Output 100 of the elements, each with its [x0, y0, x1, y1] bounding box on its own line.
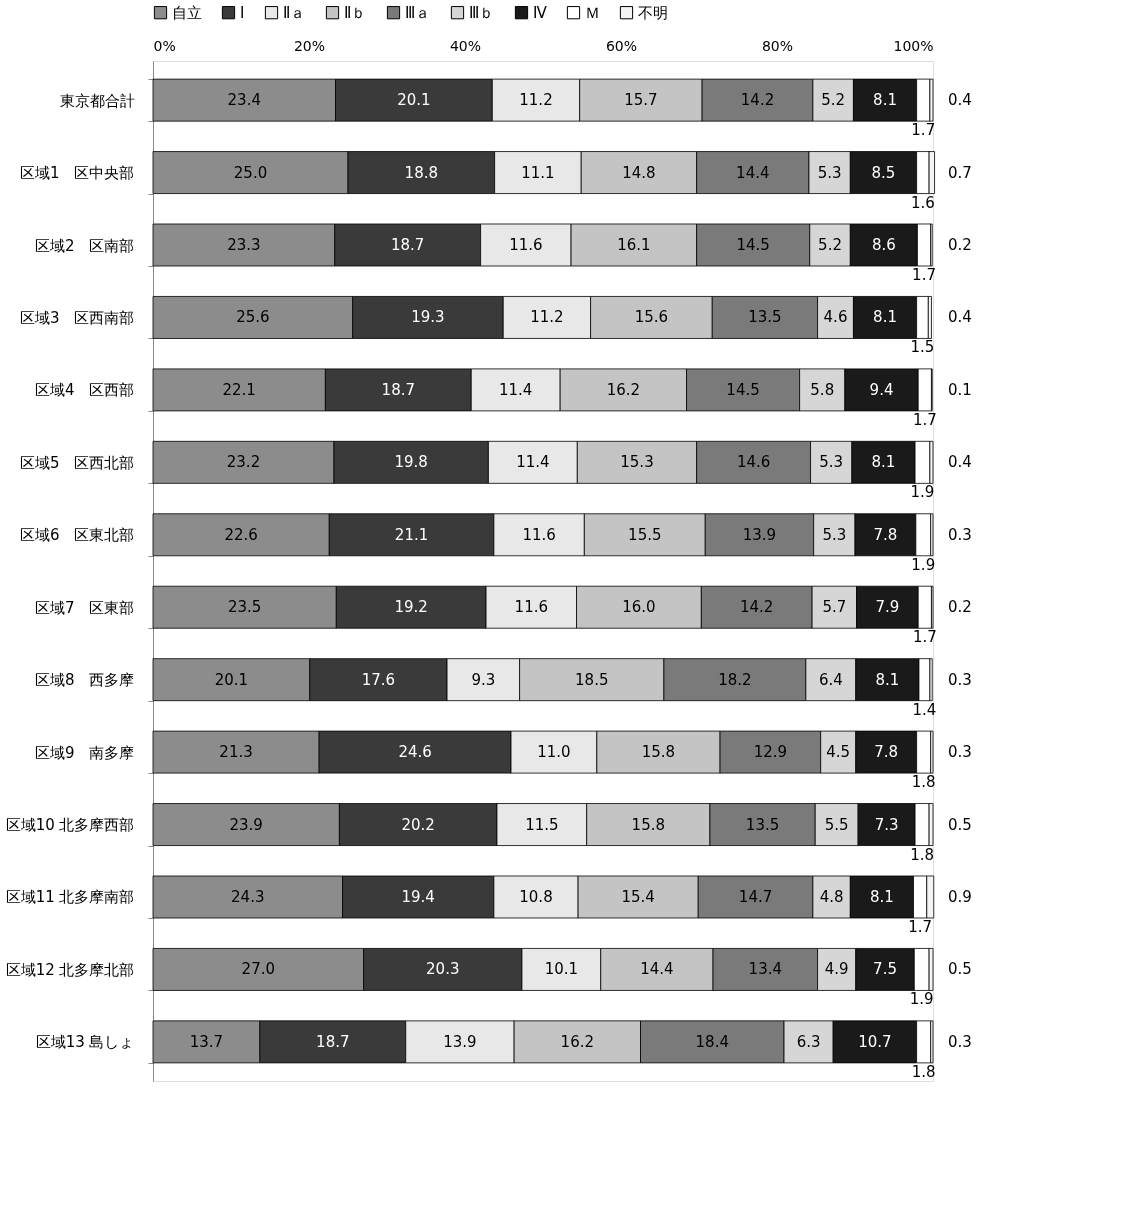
- x-tick-label: 100%: [893, 37, 934, 54]
- legend-label: Ⅳ: [533, 3, 547, 22]
- y-tick-label: 区域7 区東部: [34, 598, 135, 617]
- x-tick-label: 80%: [761, 37, 794, 54]
- data-label: 1.9: [909, 990, 934, 1009]
- data-label: 5.2: [818, 236, 842, 255]
- legend-label: 不明: [638, 3, 668, 22]
- y-tick-label: 区域8 西多摩: [34, 671, 135, 690]
- data-label: 7.5: [873, 960, 897, 979]
- data-label: 15.8: [631, 815, 665, 834]
- y-tick-label: 区域3 区西南部: [19, 308, 135, 327]
- data-label: 13.7: [189, 1032, 224, 1051]
- data-label: 1.8: [910, 845, 935, 864]
- data-label: 23.4: [227, 91, 261, 110]
- data-label: 17.6: [361, 670, 396, 689]
- data-label: 19.3: [411, 308, 445, 327]
- y-tick-label: 区域12 北多摩北部: [5, 960, 135, 979]
- data-label: 11.1: [521, 163, 555, 182]
- data-label: 20.2: [401, 815, 435, 834]
- data-label: 18.8: [404, 163, 439, 182]
- data-label: 8.6: [871, 236, 896, 255]
- data-label: 8.1: [875, 670, 900, 689]
- data-label: 13.9: [443, 1032, 477, 1051]
- legend-label: Ⅲｂ: [469, 3, 495, 22]
- data-label: 0.4: [948, 453, 972, 472]
- data-label: 15.3: [620, 453, 654, 472]
- data-label: 14.5: [736, 236, 770, 255]
- data-label: 8.5: [871, 163, 896, 182]
- data-label: 1.4: [912, 700, 937, 719]
- y-tick-label: 区域5 区西北部: [19, 453, 135, 472]
- data-label: 14.4: [640, 960, 674, 979]
- data-label: 0.4: [948, 308, 972, 327]
- data-label: 13.5: [748, 308, 782, 327]
- data-label: 1.9: [911, 555, 936, 574]
- data-label: 0.3: [948, 525, 972, 544]
- data-label: 8.1: [871, 453, 896, 472]
- data-label: 7.8: [873, 525, 898, 544]
- data-label: 8.1: [869, 887, 894, 906]
- data-label: 20.1: [397, 91, 431, 110]
- x-tick-label: 20%: [293, 37, 326, 54]
- data-label: 11.2: [530, 308, 564, 327]
- data-label: 14.8: [622, 163, 656, 182]
- data-label: 13.9: [742, 525, 777, 544]
- data-label: 25.0: [233, 163, 268, 182]
- x-tick-label: 40%: [449, 37, 482, 54]
- legend-label: Ⅱｂ: [344, 3, 367, 22]
- legend-label: Ⅱａ: [283, 3, 306, 22]
- data-label: 5.3: [822, 525, 847, 544]
- y-tick-label: 区域4 区西部: [34, 381, 135, 400]
- data-label: 16.2: [560, 1032, 595, 1051]
- data-label: 1.7: [912, 266, 936, 285]
- data-label: 13.5: [745, 815, 780, 834]
- data-label: 4.6: [823, 308, 848, 327]
- y-tick-label: 区域6 区東北部: [19, 526, 135, 545]
- data-label: 1.5: [910, 338, 935, 357]
- data-label: 23.9: [229, 815, 263, 834]
- y-tick-label: 区域9 南多摩: [34, 743, 135, 762]
- data-label: 22.1: [222, 380, 256, 399]
- legend-label: Ⅲａ: [405, 3, 431, 22]
- legend-label: Ⅰ: [240, 3, 245, 22]
- data-label: 12.9: [753, 743, 788, 762]
- data-label: 0.2: [948, 236, 972, 255]
- data-label: 15.4: [621, 887, 655, 906]
- data-label: 4.8: [819, 887, 844, 906]
- x-tick-label: 0%: [153, 37, 176, 54]
- data-label: 11.0: [537, 743, 571, 762]
- data-label: 11.6: [509, 236, 543, 255]
- data-label: 15.8: [641, 743, 676, 762]
- data-label: 13.4: [748, 960, 782, 979]
- data-label: 0.1: [948, 380, 972, 399]
- data-label: 7.9: [875, 598, 900, 617]
- data-label: 11.6: [522, 525, 556, 544]
- data-label: 0.9: [948, 887, 972, 906]
- data-label: 1.7: [912, 628, 937, 647]
- data-label: 0.5: [948, 815, 972, 834]
- data-label: 23.2: [226, 453, 261, 472]
- data-label: 5.3: [819, 453, 844, 472]
- data-label: 15.6: [634, 308, 669, 327]
- data-label: 4.9: [824, 960, 849, 979]
- data-label: 18.2: [718, 670, 752, 689]
- y-tick-label: 区域1 区中央部: [19, 164, 135, 183]
- data-label: 5.5: [824, 815, 849, 834]
- data-label: 14.6: [736, 453, 771, 472]
- data-label: 23.3: [227, 236, 261, 255]
- data-label: 11.6: [514, 598, 548, 617]
- data-label: 11.5: [525, 815, 559, 834]
- data-label: 5.3: [817, 163, 842, 182]
- data-label: 5.2: [821, 91, 846, 110]
- y-tick-label: 区域11 北多摩南部: [5, 888, 135, 907]
- data-label: 18.7: [316, 1032, 350, 1051]
- data-label: 1.7: [912, 410, 937, 429]
- data-label: 20.3: [426, 960, 460, 979]
- data-label: 8.1: [873, 308, 897, 327]
- data-label: 10.1: [544, 960, 579, 979]
- data-label: 14.4: [736, 163, 770, 182]
- data-label: 14.2: [740, 598, 774, 617]
- data-label: 18.4: [695, 1032, 729, 1051]
- data-label: 8.1: [873, 91, 897, 110]
- data-label: 19.2: [394, 598, 428, 617]
- data-label: 0.3: [948, 670, 972, 689]
